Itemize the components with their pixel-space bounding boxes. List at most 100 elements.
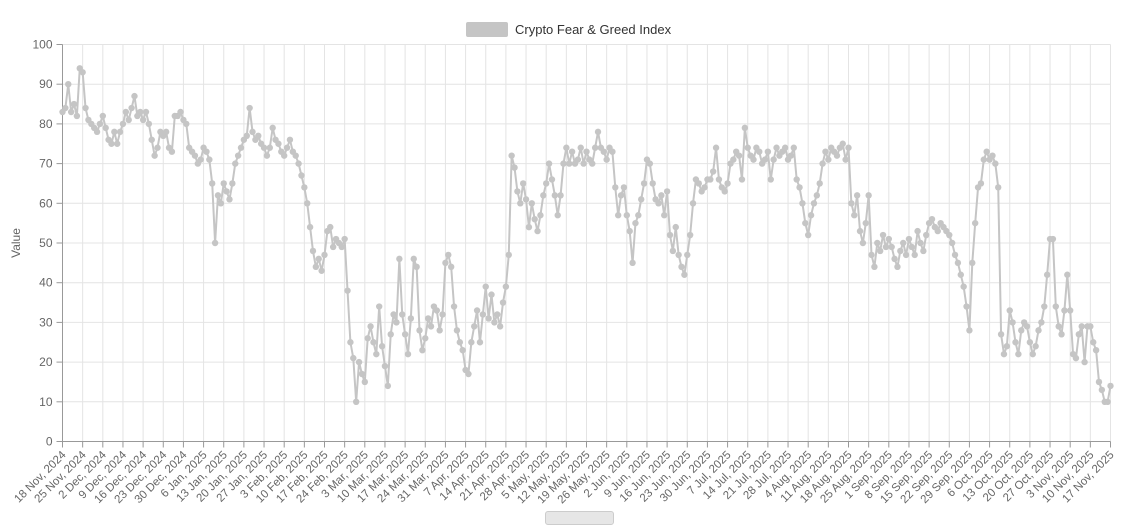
data-point-marker (321, 251, 328, 259)
data-point-marker (686, 231, 694, 239)
data-point-marker (352, 398, 360, 405)
data-point-marker (879, 231, 887, 239)
data-point-marker (1064, 271, 1071, 278)
data-point-marker (963, 303, 970, 310)
data-point-marker (1032, 343, 1039, 350)
data-point-marker (712, 144, 720, 151)
data-point-marker (542, 180, 550, 187)
data-point-marker (580, 160, 587, 167)
data-point-marker (234, 152, 242, 159)
data-point-marker (1003, 343, 1011, 350)
data-point-marker (859, 239, 867, 247)
y-tick-label: 0 (46, 435, 53, 449)
data-point-marker (905, 235, 913, 243)
data-point-marker (701, 184, 708, 191)
data-point-marker (554, 212, 561, 219)
data-point-marker (825, 156, 832, 163)
data-point-marker (957, 271, 964, 278)
data-point-marker (209, 180, 216, 187)
data-point-marker (367, 323, 374, 330)
data-point-marker (583, 148, 590, 155)
data-point-marker (82, 104, 89, 112)
data-point-marker (594, 128, 602, 136)
data-point-marker (661, 212, 668, 219)
data-point-marker (108, 140, 115, 147)
data-point-marker (102, 124, 109, 132)
data-point-marker (684, 251, 691, 259)
data-point-marker (865, 192, 872, 199)
data-point-marker (491, 319, 498, 326)
data-point-marker (298, 172, 305, 179)
data-point-marker (301, 184, 308, 191)
data-point-marker (574, 156, 582, 163)
data-point-marker (275, 140, 282, 147)
data-point-marker (260, 144, 268, 151)
data-point-marker (885, 235, 893, 243)
data-point-marker (851, 212, 858, 219)
data-point-marker (338, 243, 345, 251)
data-point-marker (295, 160, 302, 167)
data-point-marker (787, 152, 795, 159)
data-point-marker (327, 223, 334, 231)
data-point-marker (989, 152, 996, 159)
data-point-marker (1061, 307, 1068, 314)
data-point-marker (168, 148, 176, 155)
data-point-marker (612, 184, 619, 191)
data-point-marker (139, 116, 147, 124)
data-point-marker (1075, 331, 1083, 338)
data-point-marker (871, 263, 878, 271)
legend-item-fear-greed[interactable]: Crypto Fear & Greed Index (466, 22, 671, 37)
data-point-marker (781, 144, 789, 151)
data-point-marker (223, 188, 230, 195)
data-point-marker (995, 184, 1002, 191)
data-point-marker (1038, 319, 1045, 326)
data-point-marker (623, 212, 631, 219)
data-point-marker (445, 251, 452, 259)
data-point-marker (767, 176, 774, 183)
data-point-marker (649, 180, 656, 187)
data-point-marker (640, 180, 648, 187)
data-point-marker (629, 259, 636, 267)
y-tick-label: 50 (39, 236, 53, 250)
data-point-marker (237, 144, 245, 151)
data-point-marker (459, 346, 466, 354)
zoom-slider-remnant[interactable] (545, 511, 614, 525)
data-point-marker (568, 148, 576, 155)
data-point-marker (177, 108, 184, 116)
data-point-marker (67, 108, 75, 116)
data-point-marker (373, 350, 380, 358)
data-point-marker (1092, 346, 1100, 354)
data-point-marker (1107, 382, 1114, 390)
data-point-marker (793, 176, 800, 183)
data-point-marker (1081, 358, 1088, 366)
data-point-marker (73, 112, 81, 120)
data-point-marker (416, 327, 423, 334)
data-point-marker (471, 323, 478, 330)
data-point-marker (531, 215, 538, 223)
data-point-marker (525, 223, 533, 231)
data-point-marker (280, 152, 288, 159)
data-point-marker (600, 148, 607, 155)
y-tick-label: 80 (39, 117, 53, 131)
data-point-marker (519, 180, 527, 187)
data-point-marker (197, 156, 204, 163)
data-point-marker (1009, 319, 1016, 326)
data-point-marker (1026, 339, 1034, 346)
data-point-marker (646, 160, 654, 167)
data-point-marker (116, 128, 124, 136)
data-point-marker (439, 311, 446, 318)
data-point-marker (263, 152, 271, 159)
data-point-marker (856, 227, 864, 235)
data-point-marker (960, 283, 967, 290)
data-point-marker (799, 200, 806, 207)
data-point-marker (620, 184, 628, 191)
data-point-marker (370, 339, 377, 346)
data-point-marker (266, 144, 273, 151)
data-point-marker (378, 343, 386, 350)
data-point-marker (589, 160, 596, 167)
data-point-marker (764, 148, 772, 155)
y-tick-label: 70 (39, 157, 53, 171)
data-point-marker (1043, 271, 1051, 278)
